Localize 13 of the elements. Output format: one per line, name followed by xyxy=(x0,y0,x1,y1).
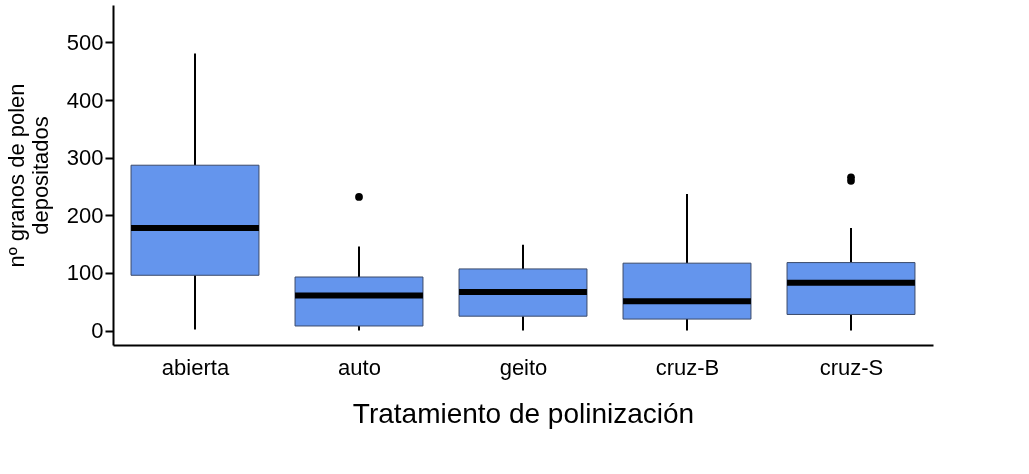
y-axis-title: nº granos de polen depositados xyxy=(3,83,53,268)
y-tick-label: 300 xyxy=(66,145,104,171)
x-tick-label: abierta xyxy=(161,354,230,380)
y-tick-label: 0 xyxy=(91,318,104,344)
y-tick-label: 100 xyxy=(66,260,104,286)
y-tick-label: 200 xyxy=(66,202,104,228)
y-tick-label: 500 xyxy=(66,29,104,55)
x-tick-label: cruz-B xyxy=(655,354,720,380)
y-tick-label: 400 xyxy=(66,87,104,113)
x-axis-title: Tratamiento de polinización xyxy=(352,397,695,429)
x-tick-label: geito xyxy=(499,354,548,380)
x-tick-label: auto xyxy=(338,354,381,380)
x-tick-label: cruz-S xyxy=(819,354,884,380)
